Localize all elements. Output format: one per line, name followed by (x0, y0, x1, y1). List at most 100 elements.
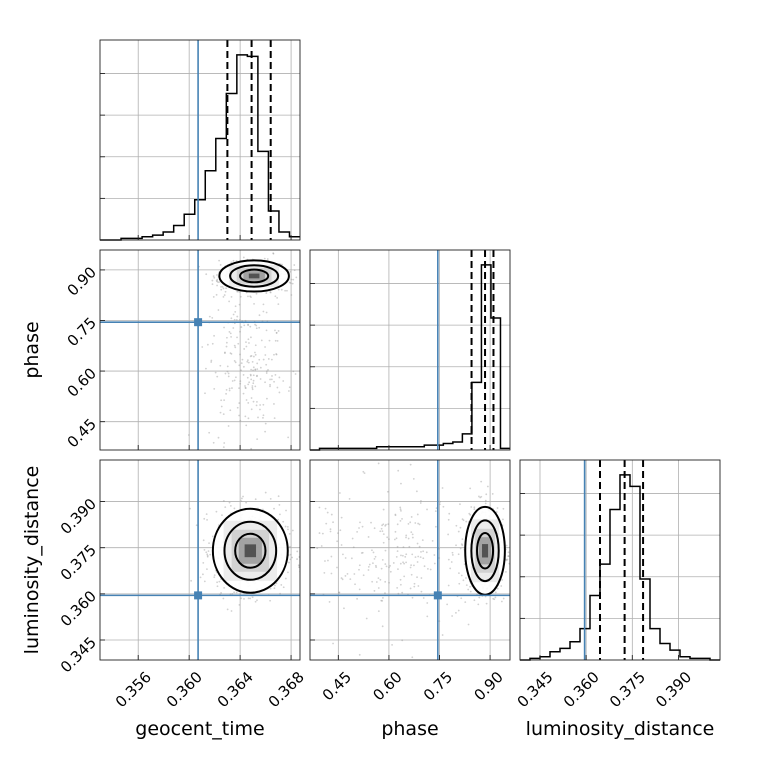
sample-point (292, 371, 294, 373)
sample-point (341, 577, 343, 579)
sample-point (233, 260, 235, 262)
sample-point (216, 294, 218, 296)
sample-point (246, 399, 248, 401)
sample-point (364, 472, 366, 474)
sample-point (239, 383, 241, 385)
sample-point (243, 325, 245, 327)
sample-point (256, 368, 258, 370)
x-axis-label-phase: phase (381, 718, 438, 740)
sample-point (396, 587, 398, 589)
sample-point (235, 376, 237, 378)
y-tick-label: 0.60 (64, 364, 100, 400)
sample-point (487, 486, 489, 488)
sample-point (382, 625, 384, 627)
sample-point (294, 558, 296, 560)
sample-point (287, 512, 289, 514)
sample-point (242, 359, 244, 361)
sample-point (262, 417, 264, 419)
sample-point (473, 599, 475, 601)
sample-point (218, 581, 220, 583)
sample-point (225, 457, 227, 459)
x-tick-label: 0.390 (652, 668, 695, 711)
sample-point (256, 327, 258, 329)
sample-point (274, 295, 276, 297)
sample-point (400, 508, 402, 510)
sample-point (223, 296, 225, 298)
sample-point (188, 434, 190, 436)
sample-point (223, 446, 225, 448)
sample-point (325, 508, 327, 510)
sample-point (319, 532, 321, 534)
sample-point (239, 604, 241, 606)
sample-point (278, 377, 280, 379)
sample-point (281, 289, 283, 291)
sample-point (371, 549, 373, 551)
x-axis-label-luminosity_distance: luminosity_distance (526, 718, 715, 740)
sample-point (263, 414, 265, 416)
sample-point (368, 536, 370, 538)
sample-point (239, 331, 241, 333)
sample-point (455, 544, 457, 546)
sample-point (434, 563, 436, 565)
sample-point (420, 551, 422, 553)
sample-point (275, 340, 277, 342)
sample-point (409, 521, 411, 523)
sample-point (256, 375, 258, 377)
sample-point (416, 490, 418, 492)
sample-point (230, 332, 232, 334)
sample-point (256, 599, 258, 601)
sample-point (321, 545, 323, 547)
sample-point (238, 402, 240, 404)
sample-point (269, 386, 271, 388)
sample-point (248, 381, 250, 383)
sample-point (473, 508, 475, 510)
sample-point (208, 542, 210, 544)
sample-point (469, 586, 471, 588)
sample-point (410, 464, 412, 466)
sample-point (223, 500, 225, 502)
sample-point (247, 402, 249, 404)
sample-point (394, 514, 396, 516)
sample-point (458, 572, 460, 574)
sample-point (325, 523, 327, 525)
sample-point (461, 544, 463, 546)
sample-point (384, 592, 386, 594)
y-tick-label: 0.45 (64, 415, 100, 451)
sample-point (290, 282, 292, 284)
sample-point (215, 372, 217, 374)
sample-point (269, 340, 271, 342)
sample-point (269, 379, 271, 381)
sample-point (508, 551, 510, 553)
sample-point (230, 352, 232, 354)
sample-point (362, 471, 364, 473)
sample-point (405, 535, 407, 537)
sample-point (417, 514, 419, 516)
histogram-phase (310, 265, 510, 450)
sample-point (283, 586, 285, 588)
sample-point (422, 557, 424, 559)
sample-point (397, 546, 399, 548)
truth-marker (434, 591, 442, 599)
sample-point (330, 556, 332, 558)
sample-point (243, 366, 245, 368)
sample-point (235, 361, 237, 363)
sample-point (466, 584, 468, 586)
sample-point (284, 290, 286, 292)
sample-point (247, 324, 249, 326)
sample-point (211, 280, 213, 282)
sample-point (362, 526, 364, 528)
sample-point (245, 387, 247, 389)
sample-point (497, 507, 499, 509)
sample-point (486, 603, 488, 605)
sample-point (458, 583, 460, 585)
x-tick-label: 0.360 (560, 668, 603, 711)
sample-point (349, 498, 351, 500)
sample-point (438, 620, 440, 622)
sample-point (243, 598, 245, 600)
sample-point (417, 585, 419, 587)
sample-point (276, 354, 278, 356)
sample-point (278, 495, 280, 497)
sample-point (455, 525, 457, 527)
sample-point (452, 554, 454, 556)
sample-point (271, 378, 273, 380)
